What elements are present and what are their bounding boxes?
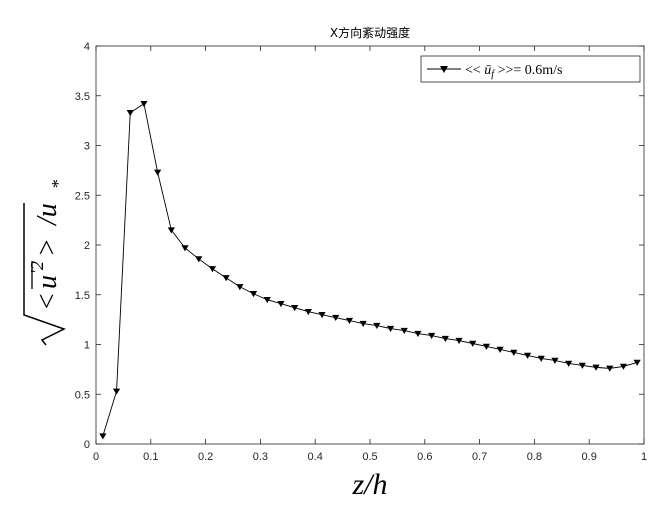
x-tick-label: 0.6 <box>417 451 432 463</box>
data-point <box>414 330 422 337</box>
y-tick-label: 2.5 <box>75 190 90 202</box>
y-tick-label: 0.5 <box>75 389 90 401</box>
y-tick-label: 1 <box>84 340 90 352</box>
data-point <box>249 291 258 298</box>
x-tick-label: 0.7 <box>472 451 487 463</box>
y-tick-label: 3.5 <box>75 91 90 103</box>
y-tick-label: 3 <box>84 141 90 153</box>
x-tick-label: 0 <box>93 451 99 463</box>
data-point <box>291 304 299 312</box>
y-axis-label: < u ′2 > /u * <box>23 180 68 346</box>
data-point <box>551 357 559 364</box>
data-point <box>386 325 395 332</box>
data-point <box>140 101 148 108</box>
data-point <box>482 343 491 350</box>
x-axis-label: z/h <box>351 468 387 501</box>
y-tick-label: 2 <box>84 240 90 252</box>
svg-text:*: * <box>48 180 68 189</box>
data-point <box>318 311 326 319</box>
series-line <box>102 102 638 437</box>
data-point <box>112 388 121 395</box>
x-tick-label: 0.9 <box>582 451 597 463</box>
svg-text:<: < <box>32 292 63 311</box>
legend-marker <box>440 66 448 73</box>
data-point <box>181 245 189 252</box>
y-tick-label: 1.5 <box>75 290 90 302</box>
data-point <box>195 256 203 263</box>
data-point <box>633 359 641 366</box>
data-point <box>592 364 600 371</box>
data-point <box>208 266 217 273</box>
x-tick-label: 0.3 <box>253 451 268 463</box>
data-point <box>167 227 175 234</box>
data-point <box>441 335 449 342</box>
data-point <box>359 320 367 328</box>
x-tick-label: 0.4 <box>308 451 323 463</box>
legend-label-series-1: << ūf >>= 0.6m/s <box>465 63 563 80</box>
x-tick-label: 0.1 <box>143 451 158 463</box>
x-tick-label: 0.2 <box>198 451 213 463</box>
data-point <box>469 340 477 347</box>
svg-text:z/h: z/h <box>351 468 387 501</box>
data-point <box>565 360 573 367</box>
data-point <box>345 317 354 325</box>
data-point <box>578 362 586 369</box>
legend: << ūf >>= 0.6m/s <box>420 55 641 83</box>
data-point <box>222 275 230 282</box>
x-tick-label: 1 <box>641 451 647 463</box>
data-point <box>332 314 340 322</box>
x-axis: 0 0.1 0.2 0.3 0.4 0.5 0.6 0.7 0.8 0.9 1 <box>93 46 647 463</box>
data-point <box>428 332 436 339</box>
data-point <box>263 297 271 304</box>
data-point <box>154 169 162 176</box>
y-tick-label: 0 <box>84 439 90 451</box>
data-point <box>619 363 628 370</box>
data-point <box>496 346 504 353</box>
x-tick-label: 0.5 <box>362 451 377 463</box>
data-point <box>99 433 107 440</box>
data-point <box>455 337 463 344</box>
plot-area <box>95 45 645 445</box>
data-point <box>523 352 532 359</box>
svg-text:′2: ′2 <box>27 261 47 274</box>
svg-text:u: u <box>32 275 63 289</box>
y-axis: 0 0.5 1 1.5 2 2.5 3 3.5 4 <box>75 41 644 451</box>
svg-text:/u: /u <box>32 203 63 227</box>
data-point <box>606 365 614 372</box>
data-point <box>304 308 312 316</box>
chart-title: X方向紊动强度 <box>330 25 410 40</box>
data-point <box>236 284 244 291</box>
series-layer <box>99 101 641 440</box>
data-point <box>277 301 285 308</box>
y-tick-label: 4 <box>84 41 90 53</box>
data-point <box>537 355 545 362</box>
data-point <box>126 109 134 117</box>
data-point <box>400 327 408 334</box>
x-tick-label: 0.8 <box>527 451 542 463</box>
data-point <box>373 322 381 330</box>
svg-text:>: > <box>32 238 63 257</box>
data-point <box>510 349 518 356</box>
